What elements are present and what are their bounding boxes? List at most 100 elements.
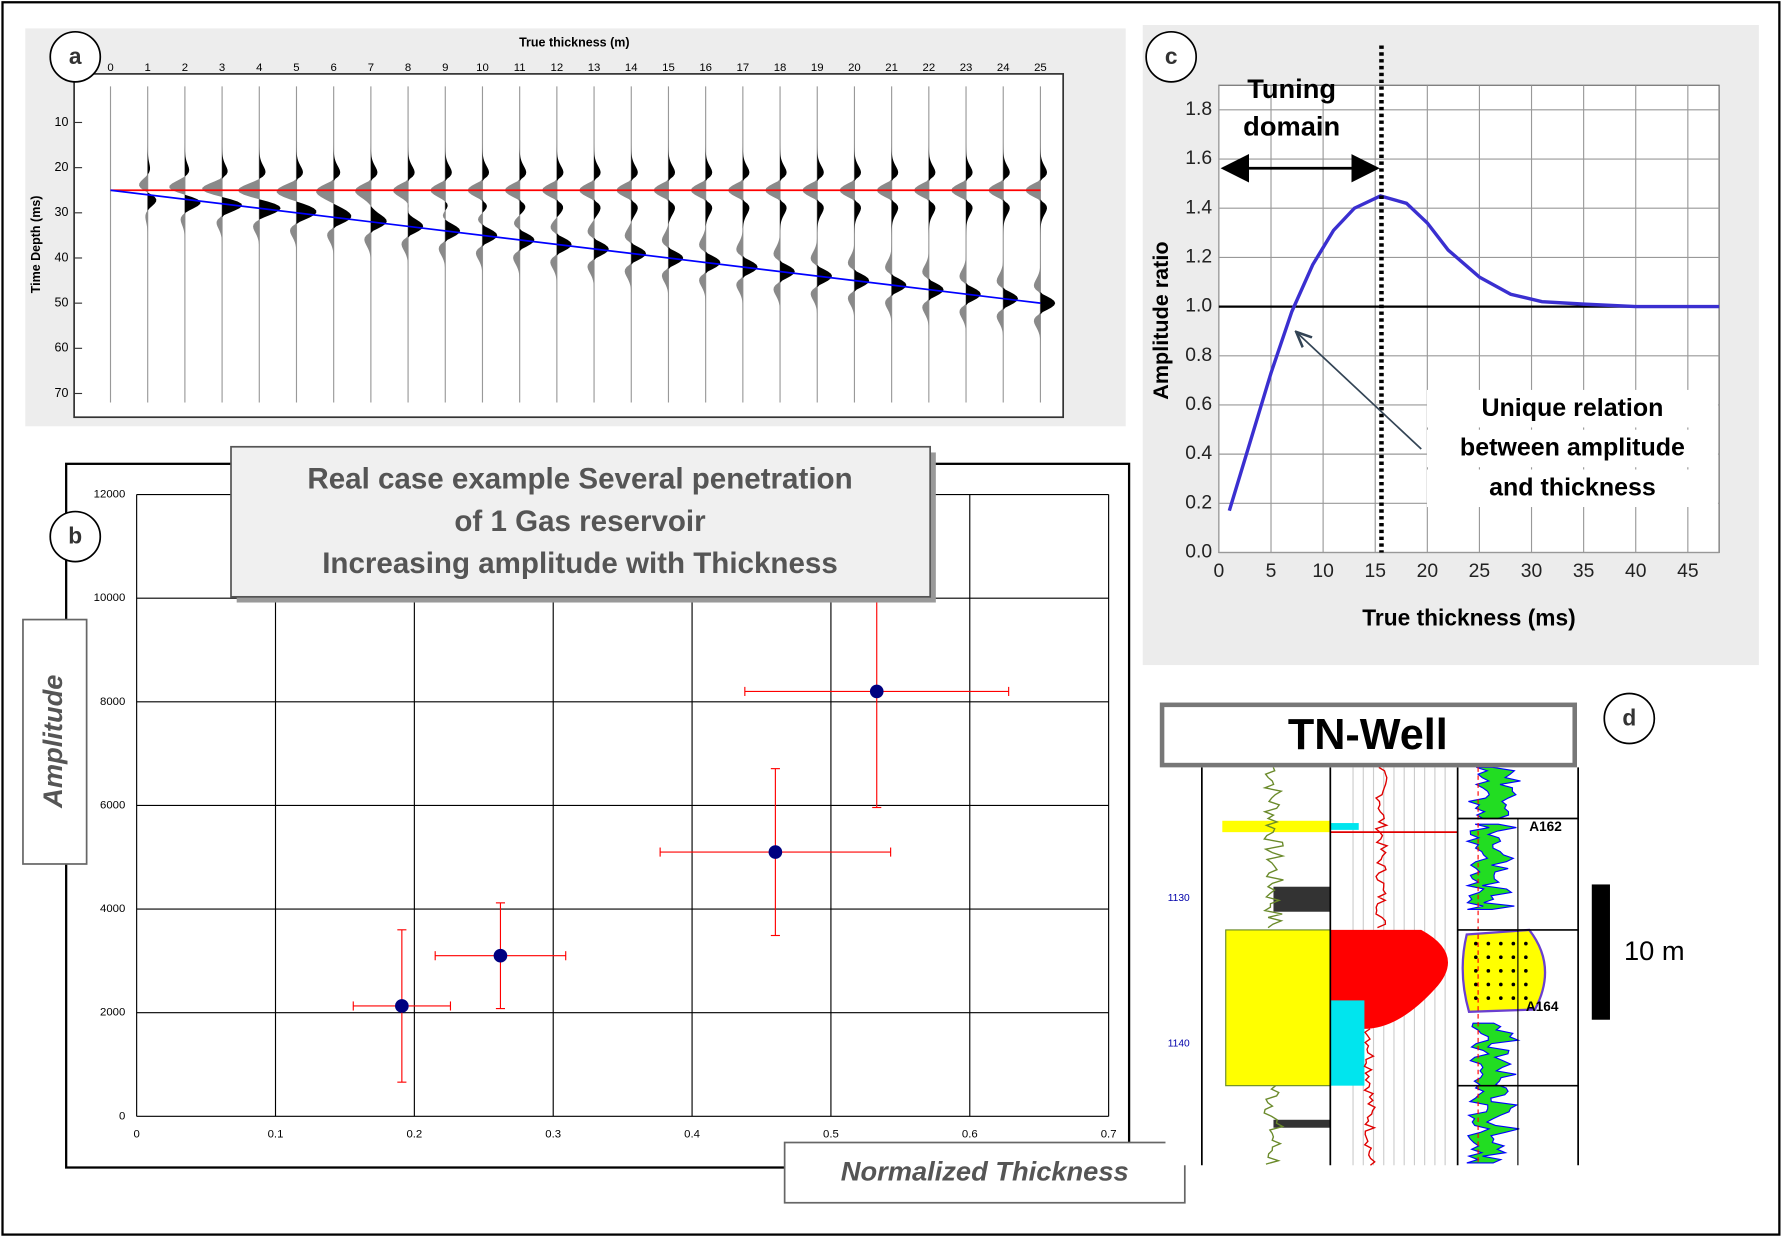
x-tick-label: 5 xyxy=(293,62,299,74)
x-axis-title: True thickness (ms) xyxy=(1362,605,1575,631)
x-axis-title: True thickness (m) xyxy=(519,35,629,49)
x-tick-label: 23 xyxy=(960,62,973,74)
y-tick-label: 0.6 xyxy=(1185,394,1212,415)
y-tick-label: 70 xyxy=(55,386,69,400)
x-tick-label: 4 xyxy=(256,62,262,74)
porosity-dot xyxy=(1499,996,1503,1000)
y-axis-title: Amplitude ratio xyxy=(1148,241,1173,399)
y-tick-label: 0.8 xyxy=(1185,345,1212,366)
scale-label: 10 m xyxy=(1624,935,1685,966)
chart-title: of 1 Gas reservoir xyxy=(454,505,706,538)
sand-fill xyxy=(1226,930,1331,1086)
x-tick-label: 16 xyxy=(699,62,712,74)
panel-label: c xyxy=(1165,43,1178,69)
porosity-dot xyxy=(1499,983,1503,987)
x-tick-label: 22 xyxy=(923,62,936,74)
data-point xyxy=(870,685,884,699)
shale-fill xyxy=(1273,887,1330,912)
x-tick-label: 0.1 xyxy=(268,1129,284,1141)
data-point xyxy=(494,949,508,963)
x-tick-label: 5 xyxy=(1266,561,1277,582)
x-tick-label: 0.3 xyxy=(545,1129,561,1141)
panel-label: b xyxy=(68,523,82,549)
x-tick-label: 9 xyxy=(442,62,448,74)
y-tick-label: 1.6 xyxy=(1185,148,1212,169)
x-tick-label: 30 xyxy=(1521,561,1542,582)
annotation: domain xyxy=(1243,111,1340,142)
porosity-dot xyxy=(1487,983,1491,987)
y-axis-title: Amplitude xyxy=(37,675,68,809)
porosity-dot xyxy=(1524,942,1528,946)
porosity-dot xyxy=(1474,969,1478,973)
zone-marker: A162 xyxy=(1529,819,1562,834)
annotation: Unique relation xyxy=(1481,394,1663,422)
y-tick-label: 6000 xyxy=(100,799,125,811)
panel-label: a xyxy=(69,43,82,69)
y-axis-title: Time Depth (ms) xyxy=(29,196,43,294)
y-tick-label: 1.4 xyxy=(1185,197,1212,218)
scale-bar xyxy=(1592,884,1610,1019)
figure: True thickness (m)Time Depth (ms)1020304… xyxy=(0,0,1783,1238)
porosity-dot xyxy=(1487,969,1491,973)
porosity-dot xyxy=(1499,942,1503,946)
porosity-dot xyxy=(1524,955,1528,959)
porosity-dot xyxy=(1512,983,1516,987)
porosity-dot xyxy=(1487,996,1491,1000)
x-tick-label: 15 xyxy=(662,62,675,74)
x-tick-label: 7 xyxy=(368,62,374,74)
depth-label: 1130 xyxy=(1168,893,1190,904)
x-tick-label: 13 xyxy=(588,62,601,74)
annotation: Tuning xyxy=(1247,73,1336,104)
chart-title: Increasing amplitude with Thickness xyxy=(322,547,838,580)
porosity-dot xyxy=(1474,996,1478,1000)
water-fill xyxy=(1330,1000,1364,1085)
porosity-dot xyxy=(1499,955,1503,959)
x-tick-label: 11 xyxy=(514,62,526,74)
x-tick-label: 24 xyxy=(997,62,1010,74)
x-tick-label: 45 xyxy=(1677,561,1698,582)
data-point xyxy=(395,999,409,1013)
x-tick-label: 8 xyxy=(405,62,411,74)
y-tick-label: 1.2 xyxy=(1185,247,1212,268)
porosity-dot xyxy=(1524,983,1528,987)
porosity-dot xyxy=(1474,983,1478,987)
y-tick-label: 50 xyxy=(55,295,69,309)
annotation: and thickness xyxy=(1489,473,1656,501)
x-tick-label: 3 xyxy=(219,62,225,74)
x-tick-label: 17 xyxy=(737,62,750,74)
x-tick-label: 40 xyxy=(1625,561,1646,582)
x-tick-label: 0 xyxy=(107,62,113,74)
x-tick-label: 0 xyxy=(1214,561,1225,582)
porosity-dot xyxy=(1487,955,1491,959)
x-tick-label: 21 xyxy=(885,62,898,74)
x-tick-label: 14 xyxy=(625,62,638,74)
x-tick-label: 0.2 xyxy=(406,1129,422,1141)
porosity-dot xyxy=(1512,996,1516,1000)
y-tick-label: 60 xyxy=(55,341,69,355)
y-tick-label: 1.0 xyxy=(1185,296,1212,317)
y-tick-label: 20 xyxy=(55,160,69,174)
y-tick-label: 1.8 xyxy=(1185,99,1212,120)
chart-title: Real case example Several penetration xyxy=(307,463,852,496)
x-tick-label: 10 xyxy=(476,62,489,74)
porosity-dot xyxy=(1512,969,1516,973)
x-tick-label: 6 xyxy=(331,62,337,74)
porosity-dot xyxy=(1499,969,1503,973)
x-tick-label: 18 xyxy=(774,62,787,74)
porosity-dot xyxy=(1487,942,1491,946)
x-tick-label: 0.4 xyxy=(684,1129,700,1141)
porosity-dot xyxy=(1474,955,1478,959)
y-tick-label: 40 xyxy=(55,250,69,264)
porosity-dot xyxy=(1512,955,1516,959)
y-tick-label: 0.0 xyxy=(1185,542,1212,563)
y-tick-label: 10000 xyxy=(94,592,126,604)
x-tick-label: 2 xyxy=(182,62,188,74)
y-tick-label: 10 xyxy=(55,115,69,129)
x-tick-label: 35 xyxy=(1573,561,1594,582)
y-tick-label: 0.4 xyxy=(1185,443,1212,464)
x-tick-label: 0.5 xyxy=(823,1129,839,1141)
x-tick-label: 25 xyxy=(1034,62,1047,74)
porosity-dot xyxy=(1524,969,1528,973)
y-tick-label: 8000 xyxy=(100,696,125,708)
porosity-dot xyxy=(1474,942,1478,946)
